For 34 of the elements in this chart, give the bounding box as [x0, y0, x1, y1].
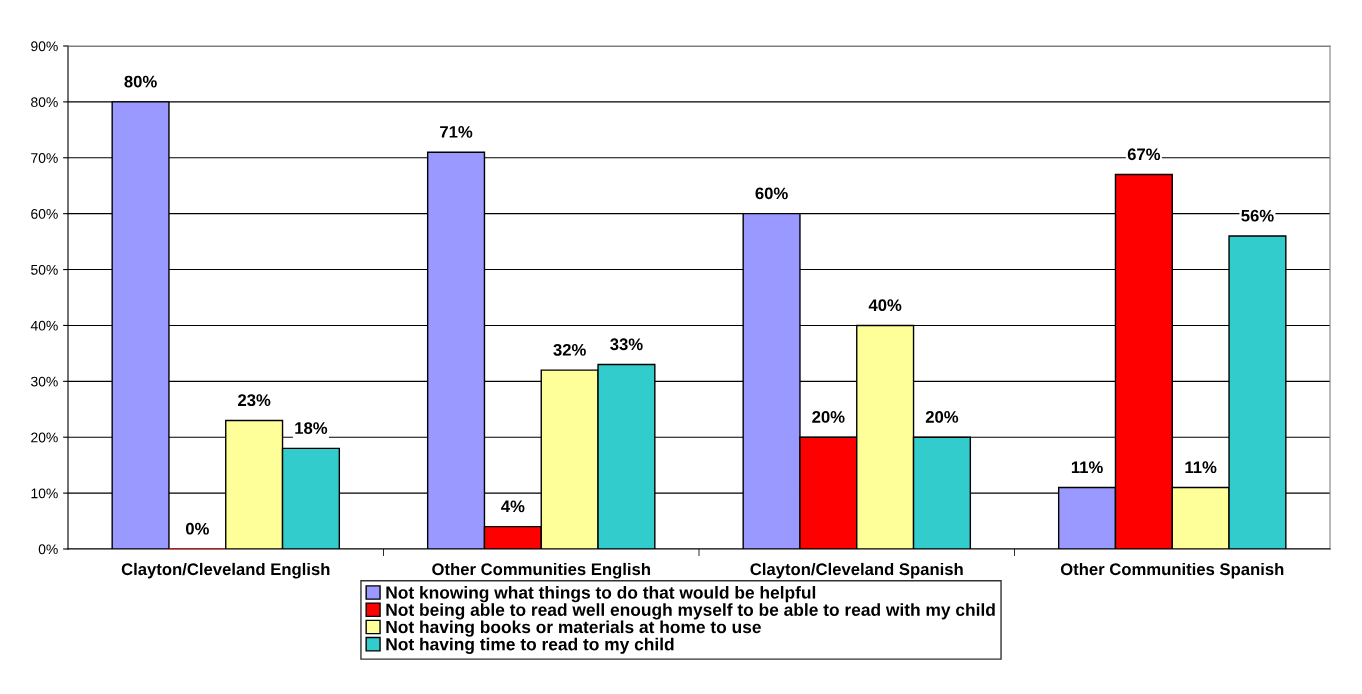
- y-tick-label: 90%: [31, 41, 58, 52]
- data-label: 71%: [440, 126, 473, 138]
- data-label: 23%: [238, 394, 271, 407]
- data-label: 40%: [868, 299, 902, 312]
- data-label: 11%: [1071, 461, 1103, 474]
- y-tick-label: 60%: [31, 209, 58, 219]
- y-tick-label: 0%: [38, 544, 58, 555]
- y-tick-label: 50%: [31, 264, 58, 275]
- data-label: 4%: [501, 500, 525, 513]
- data-label: 20%: [925, 411, 959, 423]
- data-label: 32%: [553, 343, 586, 356]
- data-label: 0%: [185, 522, 209, 535]
- data-label: 60%: [755, 187, 788, 200]
- x-tick-label: Clayton/Cleveland English: [121, 562, 330, 579]
- data-label: 80%: [124, 75, 157, 88]
- data-label: 11%: [1185, 461, 1217, 474]
- y-tick-label: 30%: [31, 376, 58, 387]
- data-label: 67%: [1127, 148, 1161, 161]
- y-tick-label: 10%: [31, 488, 58, 499]
- y-tick-label: 70%: [31, 153, 58, 163]
- y-tick-label: 20%: [31, 432, 58, 443]
- legend-label: Not being able to read well enough myself to be able to read with my child: [386, 603, 995, 620]
- legend-label: Not knowing what things to do that would be helpful: [386, 585, 816, 603]
- x-tick-label: Other Communities English: [432, 562, 650, 579]
- data-label: 18%: [295, 422, 328, 434]
- legend-label: Not having time to read to my child: [386, 637, 674, 654]
- y-tick-label: 40%: [30, 320, 58, 331]
- data-label: 33%: [610, 338, 643, 351]
- x-tick-label: Clayton/Cleveland Spanish: [750, 562, 963, 579]
- legend-label: Not having books or materials at home to use: [386, 620, 761, 637]
- data-label: 56%: [1241, 209, 1274, 222]
- data-label: 20%: [812, 411, 845, 423]
- x-tick-label: Other Communities Spanish: [1060, 562, 1284, 579]
- y-tick-label: 80%: [31, 97, 58, 108]
